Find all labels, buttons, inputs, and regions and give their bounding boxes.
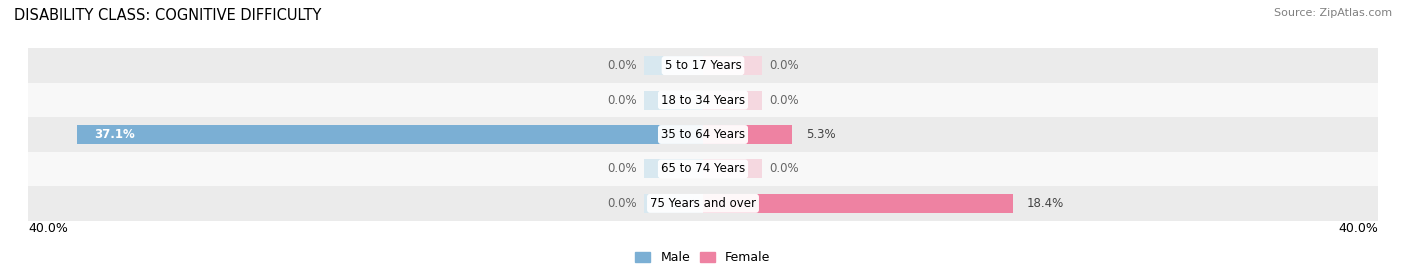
Bar [644, 160, 703, 178]
Bar [703, 125, 793, 144]
Text: 0.0%: 0.0% [607, 162, 637, 175]
Bar [28, 48, 1378, 83]
Bar [77, 125, 703, 144]
Bar [703, 91, 762, 109]
Bar [644, 125, 703, 144]
Bar [28, 186, 1378, 221]
Text: 18.4%: 18.4% [1026, 197, 1064, 210]
Text: 0.0%: 0.0% [769, 162, 799, 175]
Text: 40.0%: 40.0% [28, 222, 67, 235]
Bar [28, 152, 1378, 186]
Text: 65 to 74 Years: 65 to 74 Years [661, 162, 745, 175]
Text: 0.0%: 0.0% [607, 94, 637, 107]
Bar [28, 117, 1378, 152]
Bar [644, 194, 703, 213]
Bar [703, 194, 762, 213]
Bar [644, 56, 703, 75]
Bar [28, 83, 1378, 117]
Text: 35 to 64 Years: 35 to 64 Years [661, 128, 745, 141]
Bar [703, 125, 762, 144]
Bar [703, 160, 762, 178]
Text: 37.1%: 37.1% [94, 128, 135, 141]
Text: 0.0%: 0.0% [607, 59, 637, 72]
Bar [703, 194, 1014, 213]
Text: 0.0%: 0.0% [769, 59, 799, 72]
Bar [644, 91, 703, 109]
Text: Source: ZipAtlas.com: Source: ZipAtlas.com [1274, 8, 1392, 18]
Text: 5.3%: 5.3% [806, 128, 835, 141]
Text: 18 to 34 Years: 18 to 34 Years [661, 94, 745, 107]
Legend: Male, Female: Male, Female [630, 246, 776, 269]
Bar [703, 56, 762, 75]
Text: 0.0%: 0.0% [607, 197, 637, 210]
Text: 75 Years and over: 75 Years and over [650, 197, 756, 210]
Text: 40.0%: 40.0% [1339, 222, 1378, 235]
Text: 5 to 17 Years: 5 to 17 Years [665, 59, 741, 72]
Text: DISABILITY CLASS: COGNITIVE DIFFICULTY: DISABILITY CLASS: COGNITIVE DIFFICULTY [14, 8, 322, 23]
Text: 0.0%: 0.0% [769, 94, 799, 107]
